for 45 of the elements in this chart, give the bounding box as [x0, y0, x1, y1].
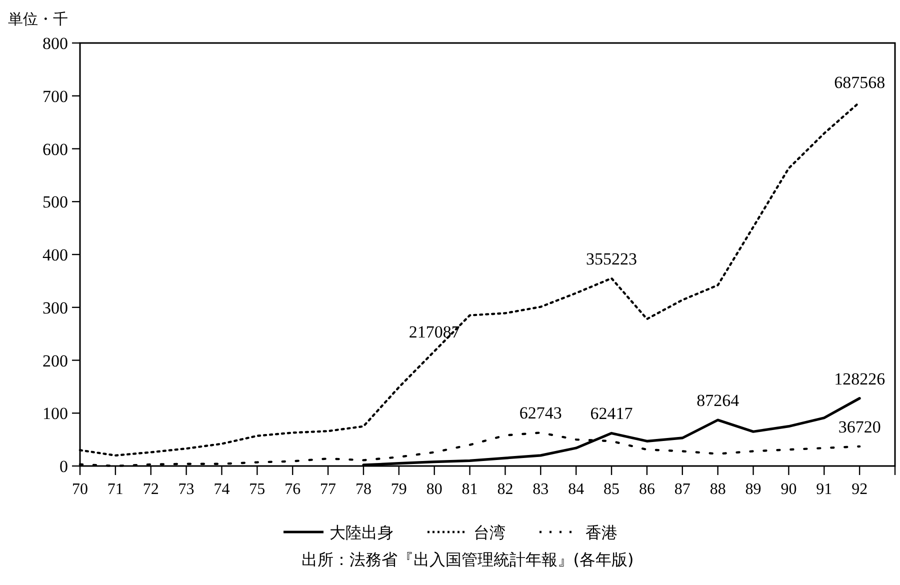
x-tick-label: 80	[426, 481, 442, 498]
annotation: 62417	[590, 404, 634, 424]
text: 出所：法務省『出入国管理統計年報』(各年版)	[301, 550, 634, 569]
y-tick-label: 700	[42, 86, 68, 106]
x-tick-label: 82	[497, 481, 514, 498]
y-tick-label: 400	[42, 246, 68, 264]
x-tick-label: 79	[390, 481, 407, 498]
y-tick-label: 100	[42, 404, 68, 424]
x-tick-label: 76	[284, 481, 301, 498]
x-tick-label: 92	[852, 481, 868, 498]
x-tick-label: 83	[532, 481, 549, 498]
x-tick-label: 89	[745, 481, 762, 498]
x-tick-label: 78	[355, 481, 372, 498]
x-tick-label: 74	[214, 481, 230, 498]
x-tick-label: 85	[604, 481, 620, 498]
annotation: 217087	[408, 322, 460, 342]
legend-label: 香港	[586, 523, 618, 542]
annotation: 62743	[519, 404, 562, 423]
x-tick-label: 71	[107, 481, 124, 498]
y-tick-label: 0	[60, 457, 68, 476]
annotation: 355223	[586, 249, 638, 268]
y-tick-label: 800	[42, 34, 68, 53]
x-tick-label: 73	[178, 481, 194, 498]
y-tick-label: 500	[42, 192, 68, 212]
x-tick-label: 90	[780, 481, 797, 498]
legend-label: 大陸出身	[330, 523, 394, 542]
y-tick-label: 300	[42, 298, 68, 318]
x-tick-label: 86	[638, 481, 655, 498]
annotation: 128226	[834, 369, 886, 388]
x-tick-label: 88	[710, 481, 726, 498]
annotation: 87264	[696, 391, 740, 410]
y-axis-title: 単位・千	[8, 10, 68, 28]
y-tick-label: 200	[42, 351, 68, 370]
x-tick-label: 70	[72, 481, 88, 498]
x-tick-label: 75	[249, 481, 266, 498]
annotation: 36720	[838, 417, 881, 436]
x-tick-label: 91	[816, 481, 832, 498]
legend-label: 台湾	[474, 523, 506, 542]
annotation: 687568	[834, 73, 886, 92]
x-tick-label: 84	[568, 481, 584, 498]
x-tick-label: 87	[674, 481, 690, 498]
x-tick-label: 77	[320, 481, 336, 498]
x-tick-label: 81	[462, 481, 478, 498]
y-tick-label: 600	[42, 140, 68, 159]
x-tick-label: 72	[142, 481, 159, 498]
